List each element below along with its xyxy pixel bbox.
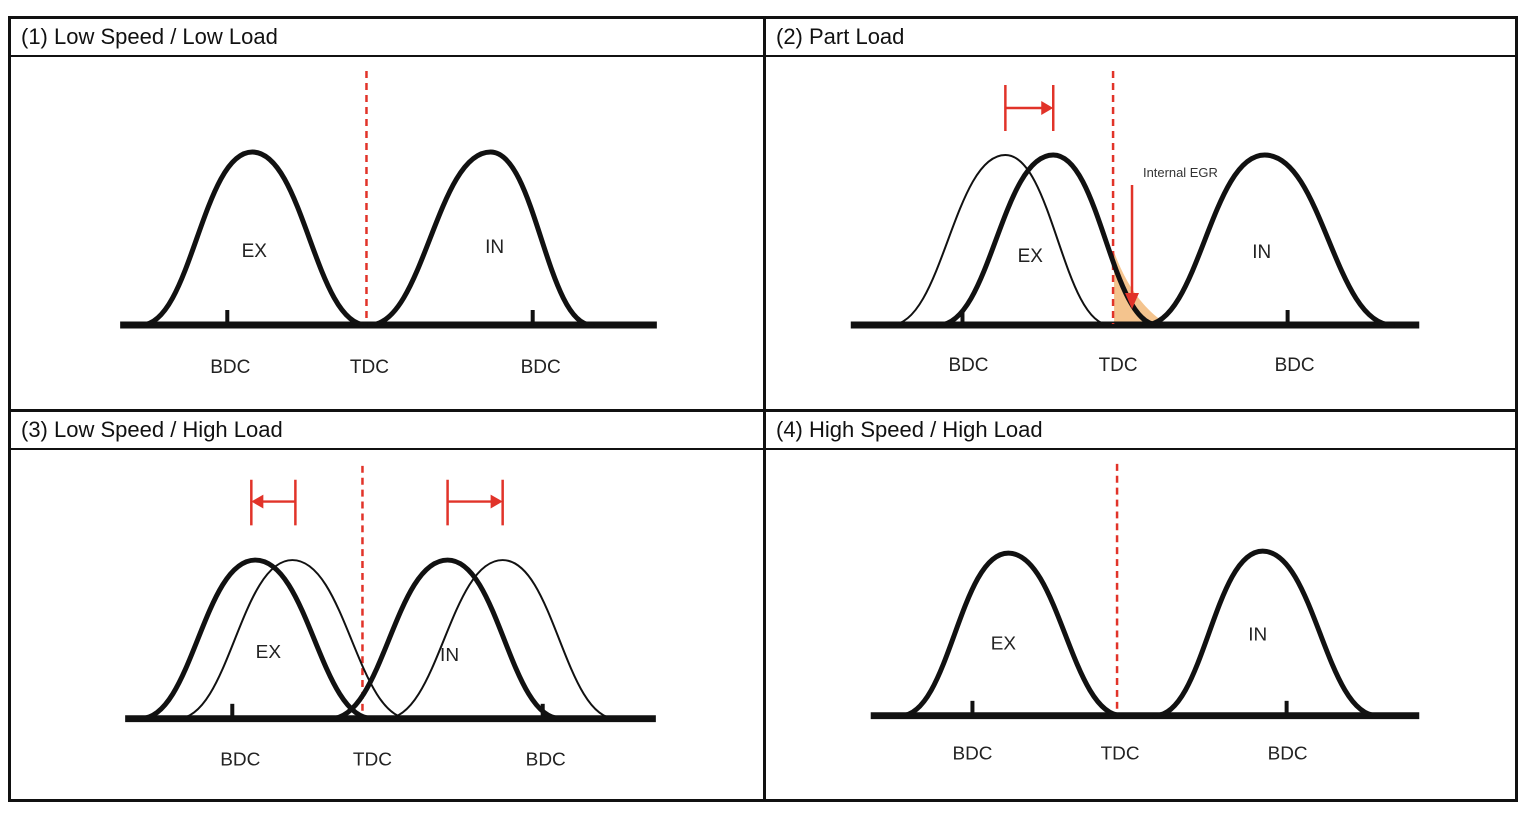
ex-label: EX [1018,246,1044,267]
ex-curve-advanced [137,557,375,722]
panel-1-diagram: EX IN BDC TDC BDC [120,71,657,378]
panel-2-diagram: Internal EGR EX IN BDC TDC BDC [850,71,1420,376]
ex-label: EX [991,633,1017,654]
tdc-label: TDC [353,749,392,770]
tdc-label: TDC [350,357,389,378]
in-curve [1152,548,1380,719]
ex-curve-retarded [936,152,1161,328]
ex-label: EX [242,241,268,262]
bdc-right-label: BDC [1275,355,1315,376]
in-label: IN [440,645,459,666]
panel-4-title-text: (4) High Speed / High Load [776,417,1043,442]
ex-curve [138,149,369,328]
ex-curve-original [176,559,411,720]
ex-label: EX [256,642,282,663]
tdc-label: TDC [1099,355,1138,376]
panel-4-high-speed-high-load: (4) High Speed / High Load EX IN BDC TDC… [763,409,1515,799]
panel-1-title: (1) Low Speed / Low Load [11,19,763,57]
in-curve-advanced [327,557,564,722]
panel-3-diagram: EX IN BDC TDC BDC [125,465,656,770]
in-shift-arrow-head-icon [490,494,503,509]
in-curve [366,149,595,328]
in-label: IN [485,237,504,258]
in-curve-original [384,559,617,720]
shift-arrow-head-icon [1041,101,1054,115]
panel-2-title-text: (2) Part Load [776,24,905,49]
bdc-left-label: BDC [210,357,250,378]
bdc-left-label: BDC [948,355,988,376]
bdc-right-label: BDC [526,749,566,770]
panel-3-low-speed-high-load: (3) Low Speed / High Load EX IN BDC TDC [11,409,763,799]
panel-2-part-load: (2) Part Load Internal EGR EX IN BDC TDC… [763,19,1515,409]
ex-curve [898,550,1125,719]
bdc-right-label: BDC [521,357,561,378]
in-label: IN [1252,242,1271,263]
egr-arrow-head-icon [1125,293,1140,309]
panel-4-diagram: EX IN BDC TDC BDC [870,463,1420,764]
bdc-right-label: BDC [1268,743,1308,764]
ex-shift-arrow-head-icon [251,494,264,509]
tdc-label: TDC [1101,743,1140,764]
panel-2-title: (2) Part Load [766,19,1515,57]
ex-curve-original [889,153,1112,326]
valve-timing-figure: (1) Low Speed / Low Load EX IN BDC TDC B… [8,16,1518,802]
panel-4-title: (4) High Speed / High Load [766,412,1515,450]
bdc-left-label: BDC [220,749,260,770]
panel-3-title-text: (3) Low Speed / High Load [21,417,283,442]
panel-1-title-text: (1) Low Speed / Low Load [21,24,278,49]
internal-egr-label: Internal EGR [1143,165,1218,180]
panel-1-low-speed-low-load: (1) Low Speed / Low Load EX IN BDC TDC B… [11,19,763,409]
in-label: IN [1248,624,1267,645]
bdc-left-label: BDC [952,743,992,764]
panel-3-title: (3) Low Speed / High Load [11,412,763,450]
internal-egr-region [1114,252,1165,323]
in-curve [1142,152,1395,328]
